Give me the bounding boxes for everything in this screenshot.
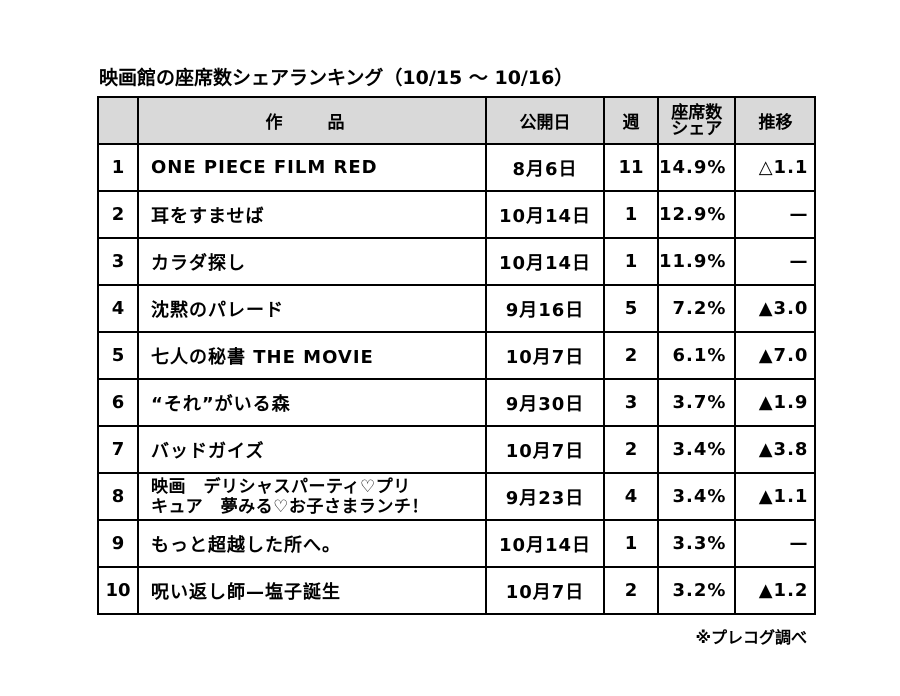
rank-cell: 4 bbox=[97, 284, 139, 333]
rank-cell: 10 bbox=[97, 566, 139, 615]
trend-cell: ▲7.0 bbox=[734, 331, 817, 380]
header-seat-share-line1: 座席数 bbox=[671, 102, 723, 123]
header-seat-share: 座席数 シェア bbox=[656, 96, 737, 145]
rank-cell: 9 bbox=[97, 519, 139, 568]
table-row: 7 バッドガイズ 10月7日 2 3.4% ▲3.8 bbox=[97, 425, 817, 474]
header-weeks: 週 bbox=[603, 96, 659, 145]
seat-share-cell: 11.9% bbox=[656, 237, 737, 286]
seat-share-cell: 3.7% bbox=[656, 378, 737, 427]
title-cell: 七人の秘書 THE MOVIE bbox=[137, 331, 487, 380]
seat-share-cell: 3.2% bbox=[656, 566, 737, 615]
table-row: 6 “それ”がいる森 9月30日 3 3.7% ▲1.9 bbox=[97, 378, 817, 427]
release-date-cell: 8月6日 bbox=[485, 143, 605, 192]
weeks-cell: 11 bbox=[603, 143, 659, 192]
trend-cell: ▲3.0 bbox=[734, 284, 817, 333]
weeks-cell: 2 bbox=[603, 331, 659, 380]
table-row: 5 七人の秘書 THE MOVIE 10月7日 2 6.1% ▲7.0 bbox=[97, 331, 817, 380]
table-title: 映画館の座席数シェアランキング（10/15 〜 10/16） bbox=[99, 67, 574, 89]
ranking-table: 作 品 公開日 週 座席数 シェア 推移 1 ONE PIECE FILM RE… bbox=[97, 96, 817, 615]
release-date-cell: 10月7日 bbox=[485, 566, 605, 615]
trend-cell: — bbox=[734, 190, 817, 239]
trend-cell: ▲1.9 bbox=[734, 378, 817, 427]
release-date-cell: 10月14日 bbox=[485, 519, 605, 568]
trend-cell: ▲1.1 bbox=[734, 472, 817, 521]
header-seat-share-line2: シェア bbox=[671, 118, 723, 139]
title-line-1: 映画 デリシャスパーティ♡プリ bbox=[151, 476, 411, 497]
header-trend: 推移 bbox=[734, 96, 817, 145]
title-cell: 沈黙のパレード bbox=[137, 284, 487, 333]
seat-share-cell: 7.2% bbox=[656, 284, 737, 333]
weeks-cell: 2 bbox=[603, 425, 659, 474]
header-title: 作 品 bbox=[137, 96, 487, 145]
title-cell: もっと超越した所へ。 bbox=[137, 519, 487, 568]
rank-cell: 3 bbox=[97, 237, 139, 286]
release-date-cell: 10月7日 bbox=[485, 425, 605, 474]
table-row: 9 もっと超越した所へ。 10月14日 1 3.3% — bbox=[97, 519, 817, 568]
title-cell: 耳をすませば bbox=[137, 190, 487, 239]
weeks-cell: 2 bbox=[603, 566, 659, 615]
trend-cell: ▲1.2 bbox=[734, 566, 817, 615]
release-date-cell: 10月14日 bbox=[485, 237, 605, 286]
rank-cell: 1 bbox=[97, 143, 139, 192]
title-cell: ONE PIECE FILM RED bbox=[137, 143, 487, 192]
table-row: 8 映画 デリシャスパーティ♡プリ キュア 夢みる♡お子さまランチ！ 9月23日… bbox=[97, 472, 817, 521]
rank-cell: 6 bbox=[97, 378, 139, 427]
trend-cell: ▲3.8 bbox=[734, 425, 817, 474]
seat-share-cell: 14.9% bbox=[656, 143, 737, 192]
rank-cell: 8 bbox=[97, 472, 139, 521]
seat-share-cell: 3.4% bbox=[656, 425, 737, 474]
weeks-cell: 1 bbox=[603, 237, 659, 286]
table-row: 2 耳をすませば 10月14日 1 12.9% — bbox=[97, 190, 817, 239]
title-line-2: キュア 夢みる♡お子さまランチ！ bbox=[151, 496, 429, 517]
weeks-cell: 5 bbox=[603, 284, 659, 333]
release-date-cell: 9月16日 bbox=[485, 284, 605, 333]
seat-share-cell: 12.9% bbox=[656, 190, 737, 239]
weeks-cell: 4 bbox=[603, 472, 659, 521]
header-rank bbox=[97, 96, 139, 145]
rank-cell: 5 bbox=[97, 331, 139, 380]
release-date-cell: 9月30日 bbox=[485, 378, 605, 427]
seat-share-cell: 3.3% bbox=[656, 519, 737, 568]
release-date-cell: 9月23日 bbox=[485, 472, 605, 521]
weeks-cell: 1 bbox=[603, 519, 659, 568]
source-note: ※プレコグ調べ bbox=[695, 628, 807, 647]
header-row: 作 品 公開日 週 座席数 シェア 推移 bbox=[97, 96, 817, 145]
release-date-cell: 10月14日 bbox=[485, 190, 605, 239]
rank-cell: 7 bbox=[97, 425, 139, 474]
release-date-cell: 10月7日 bbox=[485, 331, 605, 380]
seat-share-cell: 6.1% bbox=[656, 331, 737, 380]
table-row: 1 ONE PIECE FILM RED 8月6日 11 14.9% △1.1 bbox=[97, 143, 817, 192]
title-cell: バッドガイズ bbox=[137, 425, 487, 474]
trend-cell: — bbox=[734, 237, 817, 286]
title-cell: 映画 デリシャスパーティ♡プリ キュア 夢みる♡お子さまランチ！ bbox=[137, 472, 487, 521]
rank-cell: 2 bbox=[97, 190, 139, 239]
title-cell: 呪い返し師—塩子誕生 bbox=[137, 566, 487, 615]
table-row: 3 カラダ探し 10月14日 1 11.9% — bbox=[97, 237, 817, 286]
trend-cell: △1.1 bbox=[734, 143, 817, 192]
weeks-cell: 3 bbox=[603, 378, 659, 427]
table-row: 4 沈黙のパレード 9月16日 5 7.2% ▲3.0 bbox=[97, 284, 817, 333]
trend-cell: — bbox=[734, 519, 817, 568]
seat-share-cell: 3.4% bbox=[656, 472, 737, 521]
header-release-date: 公開日 bbox=[485, 96, 605, 145]
title-cell: “それ”がいる森 bbox=[137, 378, 487, 427]
title-cell: カラダ探し bbox=[137, 237, 487, 286]
table-row: 10 呪い返し師—塩子誕生 10月7日 2 3.2% ▲1.2 bbox=[97, 566, 817, 615]
weeks-cell: 1 bbox=[603, 190, 659, 239]
